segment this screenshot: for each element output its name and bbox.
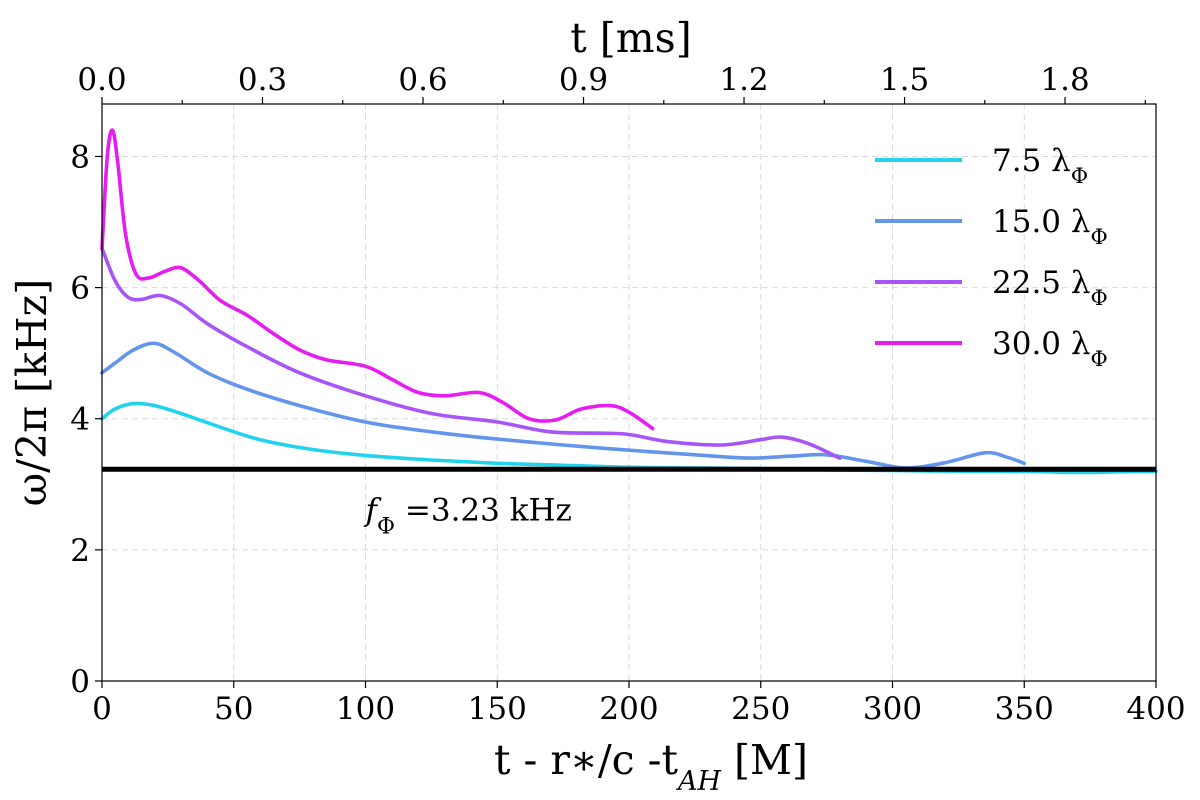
- x-tick-label: 100: [336, 691, 395, 727]
- y-axis-left: 0 2 4 6 8: [70, 139, 102, 700]
- reference-line: fΦ =3.23 kHz: [102, 466, 1156, 539]
- top-tick-label: 1.2: [719, 62, 768, 98]
- legend-label-4: 30.0 λΦ: [992, 326, 1108, 371]
- reference-line-label: fΦ =3.23 kHz: [364, 492, 572, 539]
- legend-label-3: 22.5 λΦ: [992, 265, 1108, 310]
- x-tick-label: 400: [1126, 691, 1185, 727]
- x-tick-label: 50: [214, 691, 253, 727]
- legend-label-2: 15.0 λΦ: [992, 204, 1108, 249]
- top-tick-label: 1.8: [1040, 62, 1089, 98]
- top-tick-label: 0.9: [559, 62, 608, 98]
- x-tick-label: 0: [92, 691, 112, 727]
- x-axis-bottom: 0 50 100 150 200 250 300 350 400: [92, 681, 1186, 727]
- y-tick-label: 4: [70, 402, 90, 438]
- x-axis-title: t - r∗/c -tAH [M]: [494, 736, 808, 797]
- y-tick-label: 6: [70, 271, 90, 307]
- y-tick-label: 2: [70, 533, 90, 569]
- legend: 7.5 λΦ 15.0 λΦ 22.5 λΦ 30.0 λΦ: [875, 143, 1108, 371]
- series-line-4: [100, 128, 655, 431]
- series-line-3: [100, 246, 842, 460]
- x-tick-label: 300: [863, 691, 922, 727]
- legend-label-1: 7.5 λΦ: [992, 143, 1088, 188]
- top-tick-label: 1.5: [880, 62, 929, 98]
- top-tick-label: 0.3: [238, 62, 287, 98]
- y-tick-label: 0: [70, 664, 90, 700]
- top-tick-label: 0.6: [398, 62, 447, 98]
- x-tick-label: 200: [599, 691, 658, 727]
- x-tick-label: 250: [731, 691, 790, 727]
- top-axis-title: t [ms]: [570, 14, 691, 62]
- x-tick-label: 350: [995, 691, 1054, 727]
- x-axis-top: 0.0 0.3 0.6 0.9 1.2 1.5 1.8: [77, 62, 1146, 104]
- top-tick-label: 0.0: [77, 62, 126, 98]
- x-tick-label: 150: [468, 691, 527, 727]
- y-axis-title: ω/2π [kHz]: [8, 279, 56, 507]
- y-tick-label: 8: [70, 139, 90, 175]
- axis-titles: t - r∗/c -tAH [M] ω/2π [kHz] t [ms]: [8, 14, 808, 797]
